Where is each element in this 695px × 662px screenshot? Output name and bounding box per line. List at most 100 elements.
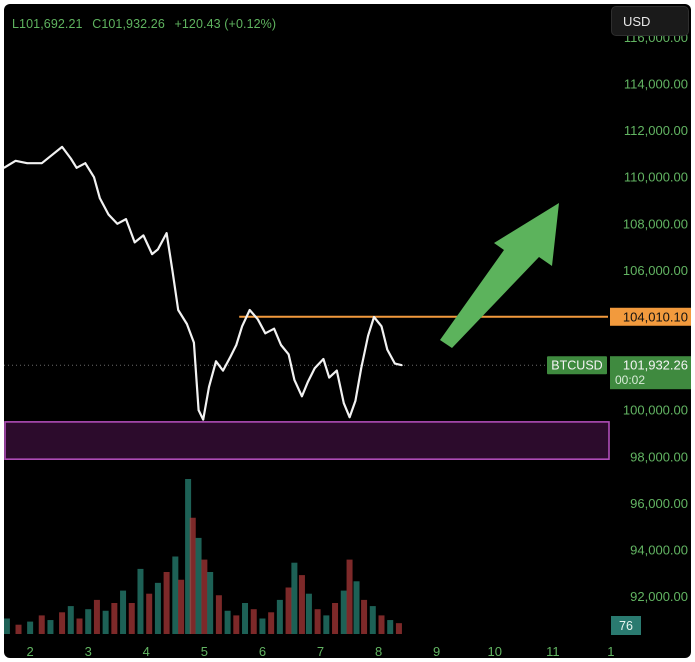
volume-indicator-tag [611, 616, 641, 635]
price-point [75, 166, 78, 169]
change-value: +120.43 (+0.12%) [174, 17, 277, 31]
price-point [400, 364, 403, 367]
x-axis: 2 3 4 5 6 7 8 9 10 11 1 [27, 644, 615, 658]
price-point [215, 360, 217, 363]
volume-bar [67, 606, 74, 634]
price-point [222, 369, 224, 372]
volume-bar [47, 620, 54, 634]
volume-bar [137, 568, 144, 634]
price-point [322, 358, 325, 360]
countdown-text: 00:02 [615, 373, 645, 387]
price-point [197, 409, 200, 412]
price-point [328, 376, 331, 379]
volume-bar [353, 581, 360, 634]
x-tick-label: 2 [27, 644, 34, 658]
current-price-tag [610, 356, 691, 390]
volume-bar [154, 582, 161, 634]
price-point [241, 325, 244, 328]
volume-bar [85, 609, 92, 634]
volume-bar [314, 609, 321, 634]
x-tick-label: 7 [317, 644, 324, 658]
price-point [142, 234, 145, 237]
price-point [306, 381, 309, 384]
volume-bar [185, 479, 192, 634]
current-price-text: 101,932.26 [623, 358, 688, 373]
price-point [40, 162, 43, 165]
price-point [348, 416, 351, 419]
volume-bar [178, 579, 185, 634]
y-tick-label: 92,000.00 [630, 589, 688, 604]
price-point [235, 344, 238, 346]
volume-bar [250, 609, 257, 634]
price-point [14, 159, 17, 162]
volume-bar [332, 603, 339, 634]
chart-frame: 116,000.00 114,000.00 112,000.00 110,000.00… [4, 4, 691, 658]
y-tick-label: 108,000.00 [623, 216, 688, 231]
price-point [125, 218, 127, 221]
currency-button[interactable]: USD [611, 6, 689, 36]
support-zone[interactable] [4, 421, 610, 460]
price-point [287, 353, 290, 356]
volume-bar [224, 610, 231, 634]
volume-bar [189, 517, 196, 634]
price-point [264, 332, 267, 335]
volume-bar [128, 603, 135, 634]
price-point [354, 400, 357, 402]
volume-bar [15, 624, 22, 634]
volume-bar [163, 572, 170, 634]
price-point [202, 418, 205, 421]
y-tick-label: 96,000.00 [630, 496, 688, 511]
low-value: L101,692.21 [12, 17, 83, 31]
x-tick-label: 6 [259, 644, 266, 658]
volume-bar [111, 603, 118, 634]
volume-bar [242, 603, 249, 634]
symbol-text: BTCUSD [551, 359, 602, 373]
volume-bar [233, 615, 240, 634]
price-point [367, 334, 370, 337]
price-point [69, 157, 72, 160]
price-chart[interactable]: 116,000.00114,000.00112,000.00110,000.00… [4, 4, 691, 658]
price-point [84, 162, 87, 165]
volume-bar [195, 537, 202, 634]
volume-bar [378, 615, 385, 634]
volume-bar [285, 587, 292, 634]
price-point [107, 213, 110, 216]
volume-bars [4, 479, 402, 634]
y-axis: 116,000.00114,000.00112,000.00110,000.00… [623, 30, 688, 604]
close-value: C101,932.26 [92, 17, 165, 31]
price-point [256, 318, 259, 321]
x-tick-label: 1 [607, 644, 614, 658]
price-point [177, 309, 180, 311]
price-point [186, 323, 188, 325]
y-tick-label: 110,000.00 [624, 170, 688, 185]
price-point [165, 232, 168, 234]
price-point [301, 395, 303, 398]
price-point [208, 386, 210, 388]
price-point [49, 155, 52, 158]
y-tick-label: 106,000.00 [623, 263, 688, 278]
price-point [193, 341, 195, 344]
volume-bar [291, 562, 298, 634]
volume-bar [172, 556, 179, 634]
price-point [335, 369, 338, 372]
volume-bar [369, 606, 376, 634]
volume-bar [298, 575, 305, 634]
price-point [61, 145, 63, 148]
price-point [26, 162, 29, 165]
price-point [4, 166, 5, 169]
volume-bar [146, 593, 153, 634]
price-point [98, 197, 101, 200]
price-point [386, 348, 389, 351]
price-point [280, 344, 282, 346]
price-point [171, 269, 174, 272]
volume-bar [340, 590, 347, 634]
volume-bar [305, 593, 312, 634]
up-arrow-annotation [440, 203, 559, 348]
volume-bar [387, 620, 394, 634]
x-tick-label: 9 [433, 644, 440, 658]
arrow-icon [440, 203, 559, 348]
y-tick-label: 112,000.00 [624, 123, 688, 138]
volume-bar [207, 572, 214, 634]
